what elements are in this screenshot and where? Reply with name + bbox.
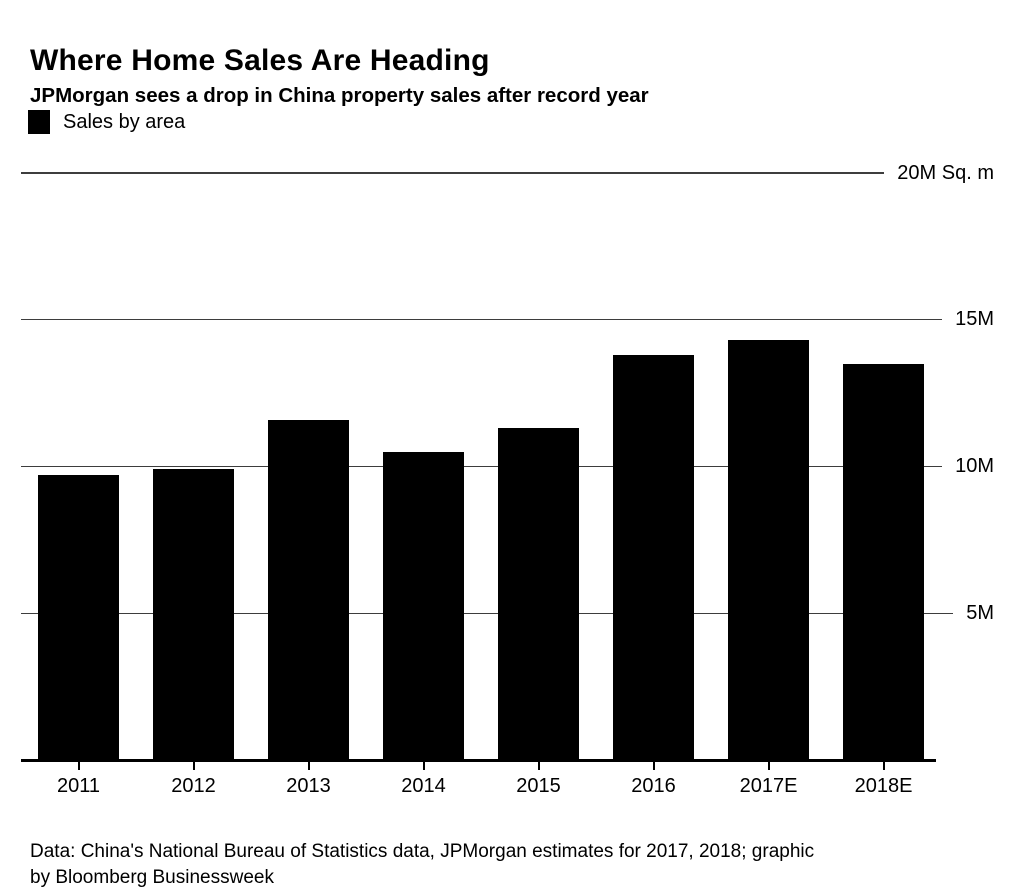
x-axis-label-2015: 2015 (516, 775, 561, 797)
gridline-10 (21, 465, 943, 468)
chart-subtitle: JPMorgan sees a drop in China property s… (30, 83, 649, 107)
x-tick-2016 (652, 762, 655, 770)
bar-2018E (843, 363, 924, 761)
x-tick-2015 (537, 762, 540, 770)
x-axis-label-2014: 2014 (401, 775, 446, 797)
x-axis-label-2011: 2011 (56, 775, 100, 797)
bar-2017E (728, 340, 809, 761)
legend-label: Sales by area (63, 110, 186, 133)
x-tick-2017E (767, 762, 770, 770)
source-note-line2: by Bloomberg Businessweek (30, 866, 274, 888)
gridline-row-20: 20M Sq. m (21, 160, 994, 186)
x-axis-label-2016: 2016 (631, 775, 676, 797)
bar-2016 (613, 354, 694, 761)
bar-2015 (498, 428, 579, 761)
gridline-20 (21, 172, 885, 174)
source-note: Data: China's National Bureau of Statist… (30, 839, 814, 890)
x-axis-label-2012: 2012 (171, 775, 216, 797)
x-tick-2013 (307, 762, 310, 770)
x-axis-line (21, 759, 936, 762)
x-axis-label-2013: 2013 (286, 775, 331, 797)
legend: Sales by area (28, 110, 185, 134)
y-axis-label-15: 15M (955, 308, 994, 331)
source-note-line1: Data: China's National Bureau of Statist… (30, 841, 815, 862)
y-axis-label-10: 10M (955, 455, 994, 477)
y-axis-label-5: 5M (966, 601, 994, 624)
x-axis-label-2017E: 2017E (739, 775, 798, 797)
chart-title: Where Home Sales Are Heading (30, 44, 490, 78)
bar-2013 (268, 419, 349, 761)
gridline-5 (21, 612, 954, 614)
gridline-row-15: 15M (21, 307, 994, 333)
bar-2014 (383, 451, 464, 761)
x-tick-2014 (422, 762, 425, 770)
legend-swatch-icon (28, 110, 50, 134)
gridline-15 (21, 319, 943, 321)
bar-2012 (153, 469, 234, 761)
gridline-row-10: 10M (21, 454, 994, 480)
x-axis-label-2018E: 2018E (854, 775, 913, 797)
y-axis-label-20: 20M Sq. m (897, 161, 994, 184)
x-tick-2012 (192, 762, 195, 770)
bar-2011 (38, 475, 119, 761)
gridline-row-5: 5M (21, 600, 994, 626)
x-tick-2018E (882, 762, 885, 770)
x-tick-2011 (77, 762, 80, 770)
